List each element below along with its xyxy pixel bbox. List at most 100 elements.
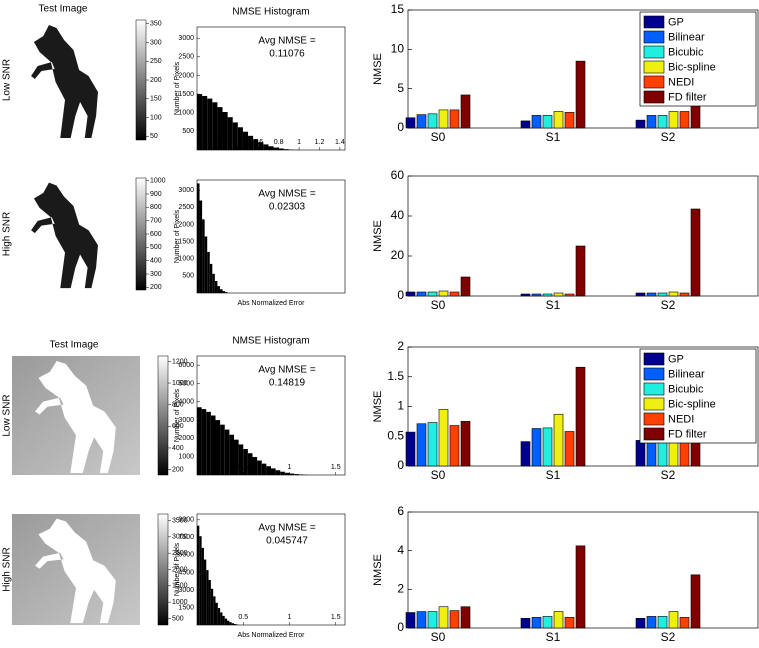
hist-bar <box>206 411 211 475</box>
colorbar-tick-label: 250 <box>150 58 162 65</box>
hist-bar <box>234 624 237 625</box>
hist-bar <box>204 236 208 293</box>
x-tick-label: S0 <box>431 630 446 644</box>
avg-label: Avg NMSE = <box>258 36 315 47</box>
bar <box>427 611 438 629</box>
y-axis-label: NMSE <box>372 220 384 252</box>
legend-label: Bilinear <box>668 368 705 380</box>
legend-label: Bic-spline <box>668 61 716 73</box>
colorbar-tick-label: 200 <box>150 284 162 291</box>
y-tick-label: 60 <box>391 168 405 182</box>
hist-bar <box>229 622 232 625</box>
bar <box>564 111 575 129</box>
x-axis-label: Abs Normalized Error <box>238 632 306 639</box>
x-tick-label: 1.2 <box>315 139 325 146</box>
legend-label: GP <box>668 353 684 365</box>
y-axis-label: NMSE <box>372 53 384 85</box>
hist-bar <box>283 149 289 150</box>
bar <box>668 291 679 297</box>
y-tick-label: 0 <box>397 120 404 134</box>
colorbar-tick-label: 500 <box>150 244 162 251</box>
colorbar-tick-label: 200 <box>150 77 162 84</box>
x-axis-label: Abs Normalized Error <box>238 300 306 307</box>
legend-swatch <box>643 352 665 366</box>
hist-bar <box>243 449 248 475</box>
y-tick-label: 1.5 <box>387 369 404 383</box>
bar <box>531 617 542 629</box>
hist-bar <box>214 281 218 293</box>
hist-bar <box>202 219 205 293</box>
legend-label: NEDI <box>668 76 694 88</box>
colorbar-tick-label: 300 <box>150 271 162 278</box>
bar <box>438 606 449 629</box>
bar <box>690 208 701 297</box>
avg-value: 0.02303 <box>269 202 306 213</box>
bar <box>416 611 427 629</box>
colorbar-tick-label: 3000 <box>172 534 188 541</box>
colorbar-tick-label: 200 <box>172 466 184 473</box>
y-tick-label: 20 <box>391 248 405 262</box>
colorbar-tick-label: 100 <box>150 114 162 121</box>
hist-bar <box>207 98 213 150</box>
legend-swatch <box>643 60 665 74</box>
colorbar-tick-label: 150 <box>150 96 162 103</box>
hist-bar <box>210 415 216 475</box>
hist-bar <box>289 473 295 475</box>
hist-bar <box>199 536 202 625</box>
y-tick-label: 1 <box>397 399 404 413</box>
hist-bar <box>237 127 243 150</box>
y-tick-label: 500 <box>182 128 194 135</box>
hist-bar <box>229 434 234 475</box>
x-tick-label: 1.4 <box>335 139 345 146</box>
hist-bar <box>197 94 203 150</box>
y-tick-label: 6 <box>397 504 404 518</box>
y-tick-label: 3000 <box>178 187 194 194</box>
bar <box>520 293 531 297</box>
colorbar-tick-label: 1500 <box>172 583 188 590</box>
x-tick-label: S2 <box>661 130 676 144</box>
hist-bar <box>201 409 207 475</box>
hist-bar <box>210 588 214 625</box>
panel-title: Test Image <box>50 340 99 351</box>
y-tick-label: 5 <box>397 81 404 95</box>
bar <box>427 113 438 129</box>
hist-bar <box>271 468 276 475</box>
bar <box>553 611 564 629</box>
bar <box>542 616 553 629</box>
bar <box>679 292 690 297</box>
hist-bar <box>284 472 290 475</box>
y-tick-label: 7500 <box>178 534 194 541</box>
bar <box>531 115 542 129</box>
axes-frame <box>196 513 346 626</box>
hist-bar <box>215 602 218 625</box>
y-axis-label: Number of Pixels <box>174 388 181 442</box>
y-tick-label: 4000 <box>178 399 194 406</box>
hist-bar <box>202 95 208 150</box>
colorbar-tick-label: 400 <box>150 258 162 265</box>
avg-label: Avg NMSE = <box>258 523 315 534</box>
x-tick-label: S0 <box>431 468 446 482</box>
x-tick-label: 0.5 <box>238 464 248 471</box>
y-tick-label: 1000 <box>178 454 194 461</box>
hist-bar <box>224 429 230 475</box>
horse-shape <box>31 182 98 289</box>
colorbar-tick-label: 500 <box>172 615 184 622</box>
hist-bar <box>227 117 233 150</box>
legend-swatch <box>643 427 665 441</box>
bar <box>679 617 690 629</box>
avg-value: 0.11076 <box>269 49 305 60</box>
avg-value: 0.14819 <box>269 378 306 389</box>
x-tick-label: S1 <box>546 468 561 482</box>
bar <box>520 441 531 467</box>
legend-swatch <box>643 382 665 396</box>
y-tick-label: 2000 <box>178 72 194 79</box>
hist-bar <box>253 139 259 150</box>
y-tick-label: 0 <box>397 288 404 302</box>
legend-swatch <box>643 90 665 104</box>
y-axis-label: NMSE <box>372 391 384 423</box>
bar <box>460 276 471 297</box>
legend-swatch <box>643 397 665 411</box>
bar <box>646 292 657 297</box>
hist-bar <box>273 147 279 150</box>
